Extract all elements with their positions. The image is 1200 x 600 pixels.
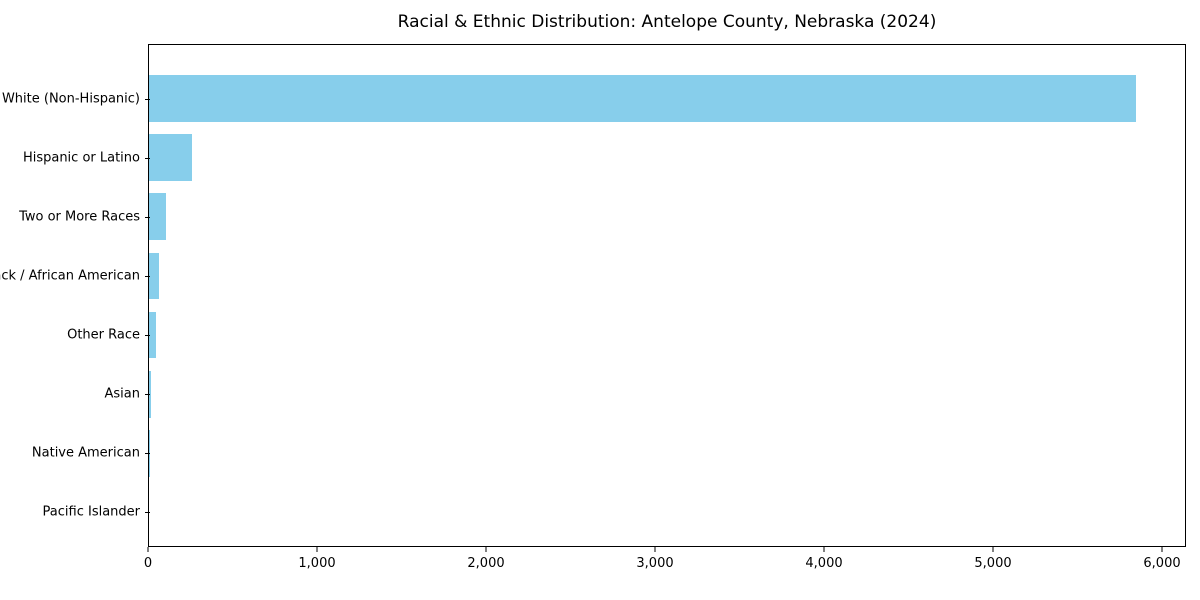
bar (149, 193, 166, 241)
bar (149, 252, 160, 300)
x-tick-mark (485, 547, 487, 552)
x-tick-label: 0 (143, 556, 153, 571)
y-tick-label: Other Race (67, 327, 140, 343)
x-tick-label: 1,000 (298, 556, 336, 571)
bar-row: Two or More Races (19, 187, 1185, 246)
bar (149, 134, 192, 182)
x-tick-mark (992, 547, 994, 552)
bar-row: White (Non-Hispanic) (2, 69, 1185, 128)
bar (149, 75, 1136, 122)
bar (149, 429, 150, 477)
x-axis: 0 1,000 2,000 3,000 4,000 5,000 6,000 (144, 547, 1186, 583)
x-tick-label: 6,000 (1143, 556, 1181, 571)
x-tick-mark (654, 547, 656, 552)
chart-title: Racial & Ethnic Distribution: Antelope C… (397, 12, 937, 32)
x-tick-mark (316, 547, 318, 552)
x-tick-label: 3,000 (636, 556, 674, 571)
y-tick-label: Pacific Islander (42, 504, 140, 520)
y-tick-mark (145, 157, 150, 159)
bar-row: Other Race (67, 306, 1185, 365)
y-tick-mark (145, 275, 150, 277)
x-tick-label: 5,000 (974, 556, 1012, 571)
y-tick-label: Asian (104, 386, 140, 402)
bar (149, 370, 151, 418)
bar-row: Asian (105, 365, 1185, 424)
y-tick-label: Native American (31, 445, 140, 461)
y-tick-label: Hispanic or Latino (22, 150, 140, 166)
y-tick-mark (145, 512, 150, 514)
bar (149, 311, 156, 359)
y-tick-label: Black / African American (0, 268, 140, 284)
y-tick-mark (145, 216, 150, 218)
x-tick-mark (147, 547, 149, 552)
x-tick-label: 2,000 (467, 556, 505, 571)
y-tick-mark (145, 453, 150, 455)
bar-row: Black / African American (0, 246, 1185, 305)
y-tick-label: White (Non-Hispanic) (1, 91, 140, 107)
plot-area: White (Non-Hispanic) Hispanic or Latino Tw… (0, 44, 1186, 547)
y-tick-mark (145, 394, 150, 396)
y-tick-label: Two or More Races (19, 209, 140, 225)
bar-row: Hispanic or Latino (23, 128, 1185, 187)
x-tick-mark (823, 547, 825, 552)
bar-row: Native American (32, 424, 1185, 483)
bar-row: Pacific Islander (43, 483, 1185, 542)
y-tick-mark (145, 335, 150, 337)
x-tick-label: 4,000 (805, 556, 843, 571)
y-tick-mark (145, 98, 150, 100)
x-tick-mark (1161, 547, 1163, 552)
